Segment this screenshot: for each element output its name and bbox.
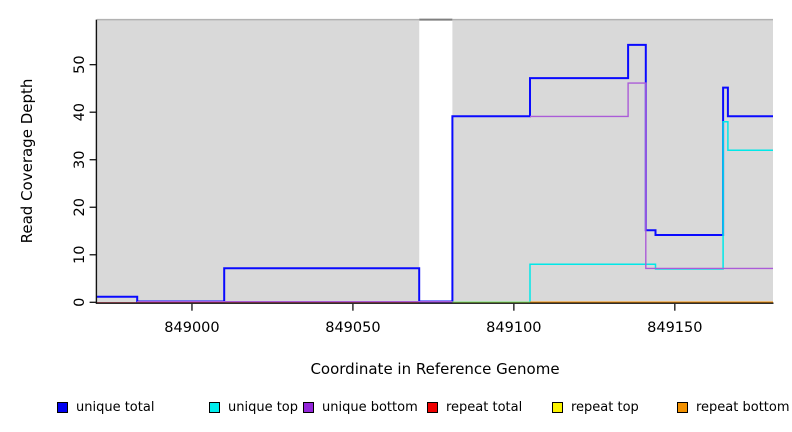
legend-label: repeat bottom [696, 400, 790, 415]
legend-swatch-unique-top [209, 402, 220, 413]
y-tick-label: 40 [72, 103, 88, 121]
x-axis-title: Coordinate in Reference Genome [310, 360, 560, 378]
legend-label: unique top [228, 400, 299, 415]
legend-label: unique bottom [322, 400, 418, 415]
coverage-plot-svg: 849000 849050 849100 849150 0 10 20 30 40 50 [72, 18, 774, 336]
y-tick-label: 20 [72, 198, 88, 216]
x-tick-label: 849050 [325, 320, 380, 336]
legend-label: repeat total [446, 400, 523, 415]
y-tick-label: 10 [72, 246, 88, 264]
legend-item-unique-total: unique total [57, 400, 154, 415]
legend-swatch-repeat-bottom [677, 402, 688, 413]
x-tick-label: 849100 [486, 320, 541, 336]
legend-item-unique-top: unique top [209, 400, 298, 415]
x-tick-label: 849000 [164, 320, 219, 336]
legend-item-unique-bottom: unique bottom [303, 400, 418, 415]
legend-swatch-unique-bottom [303, 402, 314, 413]
y-axis-title: Read Coverage Depth [18, 78, 36, 244]
y-tick-label: 30 [72, 150, 88, 168]
legend-label: unique total [76, 400, 155, 415]
legend-swatch-repeat-total [427, 402, 438, 413]
legend-swatch-repeat-top [552, 402, 563, 413]
legend-item-repeat-bottom: repeat bottom [677, 400, 790, 415]
legend-label: repeat top [571, 400, 639, 415]
y-tick-label: 50 [72, 55, 88, 73]
y-tick-label: 0 [72, 298, 88, 307]
legend-item-repeat-total: repeat total [427, 400, 522, 415]
series-unique-bottom [530, 82, 773, 270]
legend-swatch-unique-total [57, 402, 68, 413]
masked-region [419, 19, 453, 304]
legend-item-repeat-top: repeat top [552, 400, 639, 415]
x-tick-label: 849150 [647, 320, 702, 336]
